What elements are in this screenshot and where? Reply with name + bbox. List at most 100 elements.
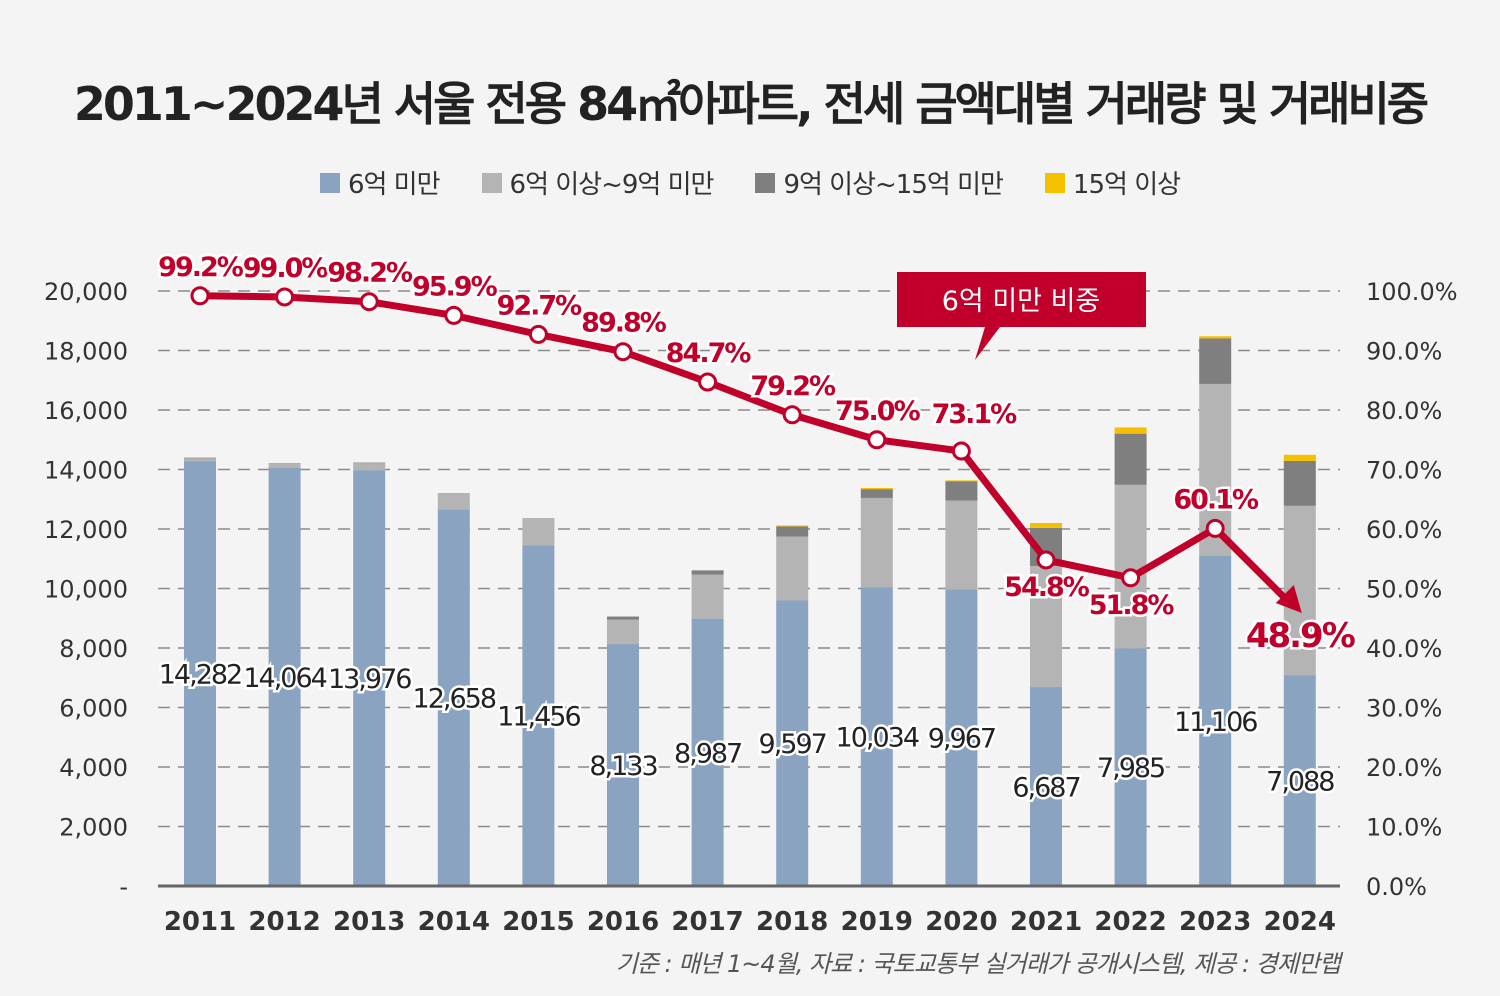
line-value-label: 73.1% (932, 399, 1018, 430)
bar-segment (860, 487, 893, 490)
y-tick-label: 6,000 (59, 695, 128, 723)
line-point (275, 287, 295, 307)
y-tick-label: 10,000 (44, 576, 128, 604)
line-point (782, 405, 802, 425)
line-value-label: 51.8% (1089, 590, 1175, 621)
y2-tick-label: 0.0% (1366, 873, 1427, 901)
bar-segment (1030, 565, 1062, 688)
y-tick-label: - (119, 873, 128, 901)
bar-segment (522, 518, 555, 546)
source-note: 기준 : 매년 1~4월, 자료 : 국토교통부 실거래가 공개시스템, 제공 … (615, 950, 1341, 978)
line-point (1036, 550, 1056, 570)
line-value-label: 84.7% (666, 338, 752, 369)
line-point (951, 441, 971, 461)
bar-segment (945, 500, 978, 590)
line-value-label: 92.7% (497, 290, 583, 321)
bar-value-label: 6,687 (1012, 773, 1079, 804)
legend-item: 15억 이상 (1044, 164, 1181, 201)
legend-swatch (319, 172, 340, 193)
bar-segment (945, 481, 978, 501)
bar-segment (607, 644, 639, 886)
legend-swatch (1044, 172, 1065, 193)
bar-value-label: 14,282 (159, 660, 241, 691)
bar-value-label: 11,106 (1174, 707, 1257, 738)
bar-segment (184, 457, 216, 459)
y-tick-label: 18,000 (44, 338, 128, 366)
line-point (359, 292, 379, 312)
legend-swatch (481, 172, 502, 193)
bar-segment (691, 574, 724, 619)
y2-tick-label: 60.0% (1366, 516, 1442, 544)
line-point (444, 305, 464, 325)
x-tick-label: 2013 (333, 907, 405, 937)
line-value-label: 98.2% (327, 258, 413, 289)
bar-value-label: 9,967 (928, 724, 995, 755)
bar-value-label: 8,987 (674, 738, 741, 769)
y-tick-label: 16,000 (44, 397, 128, 425)
chart-title: 2011~2024년 서울 전용 84㎡아파트, 전세 금액대별 거래량 및 거… (73, 77, 1429, 131)
y2-tick-label: 40.0% (1366, 635, 1442, 663)
bar-segment (1283, 454, 1316, 461)
bar-segment (1199, 336, 1232, 339)
x-tick-label: 2019 (841, 907, 913, 937)
y2-tick-label: 50.0% (1366, 576, 1442, 604)
y-tick-label: 20,000 (44, 278, 128, 306)
bar-segment (776, 600, 809, 886)
x-tick-label: 2017 (671, 907, 743, 937)
bar-segment (776, 526, 809, 537)
x-tick-label: 2022 (1094, 907, 1166, 937)
legend-item: 6억 미만 (319, 164, 441, 201)
bar-value-label: 7,088 (1266, 767, 1334, 798)
legend-label: 9억 이상~15억 미만 (783, 170, 1003, 200)
bar-value-label: 7,985 (1097, 753, 1164, 784)
line-value-label: 75.0% (835, 396, 921, 427)
bar-segment (184, 457, 216, 462)
line-value-label: 60.1% (1173, 484, 1259, 515)
bar-segment (776, 525, 809, 527)
line-point (1205, 518, 1225, 538)
bar-value-label: 12,658 (413, 684, 496, 715)
bar-segment (353, 462, 386, 471)
x-tick-label: 2016 (587, 907, 659, 937)
bar-segment (691, 570, 724, 575)
legend-item: 9억 이상~15억 미만 (755, 164, 1004, 201)
legend-swatch (755, 172, 776, 193)
x-tick-label: 2018 (756, 907, 828, 937)
bar-segment (353, 462, 386, 464)
y-tick-label: 14,000 (44, 457, 128, 485)
y-tick-label: 4,000 (59, 754, 128, 782)
bar-segment (1283, 460, 1316, 506)
bar-segment (1114, 427, 1147, 434)
legend-label: 15억 이상 (1072, 170, 1181, 200)
bar-segment (1283, 675, 1316, 886)
bar-segment (1114, 433, 1147, 485)
bar-segment (437, 493, 470, 494)
bar-segment (437, 509, 470, 886)
x-tick-label: 2011 (164, 907, 236, 937)
bar-segment (860, 587, 893, 886)
bar-segment (607, 619, 639, 645)
y-tick-label: 2,000 (59, 814, 128, 842)
x-tick-label: 2023 (1179, 907, 1251, 937)
legend-label: 6억 미만 (347, 170, 441, 200)
y-tick-label: 12,000 (44, 516, 128, 544)
callout-box (897, 272, 1146, 360)
line-value-label: 79.2% (750, 371, 836, 402)
bar-segment (860, 489, 893, 498)
bar-segment (691, 618, 724, 886)
bar-segment (1114, 648, 1147, 886)
bar-value-label: 14,064 (243, 663, 326, 694)
bar-value-label: 10,034 (836, 723, 919, 754)
bar-segment (607, 616, 639, 620)
y2-tick-label: 20.0% (1366, 754, 1442, 782)
bar-segment (184, 461, 216, 886)
x-tick-label: 2021 (1010, 907, 1082, 937)
bar-segment (776, 536, 809, 601)
bar-segment (1199, 555, 1232, 886)
bar-segment (1030, 687, 1062, 886)
bar-segment (353, 470, 386, 886)
x-tick-label: 2014 (418, 907, 490, 937)
x-tick-label: 2024 (1264, 907, 1336, 937)
bar-segment (1199, 338, 1232, 384)
